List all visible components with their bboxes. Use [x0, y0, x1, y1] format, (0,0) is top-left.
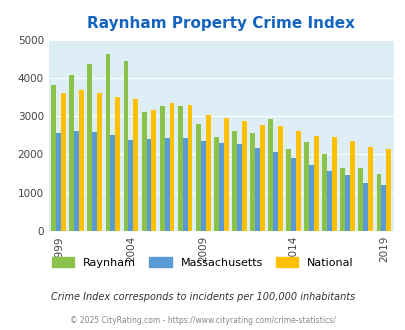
Bar [358, 168, 362, 231]
Bar [123, 61, 128, 231]
Bar [205, 115, 210, 231]
Bar [164, 138, 169, 231]
Text: © 2025 CityRating.com - https://www.cityrating.com/crime-statistics/: © 2025 CityRating.com - https://www.city… [70, 315, 335, 325]
Bar [115, 97, 120, 231]
Bar [339, 168, 345, 231]
Bar [61, 93, 66, 231]
Bar [381, 185, 386, 231]
Bar [187, 105, 192, 231]
Bar [267, 119, 273, 231]
Bar [367, 147, 372, 231]
Bar [362, 183, 367, 231]
Bar [223, 118, 228, 231]
Bar [313, 136, 318, 231]
Bar [241, 121, 246, 231]
Bar [74, 131, 79, 231]
Bar [141, 112, 146, 231]
Bar [249, 133, 254, 231]
Bar [213, 137, 218, 231]
Bar [79, 90, 84, 231]
Bar [69, 75, 74, 231]
Bar [231, 131, 236, 231]
Bar [259, 125, 264, 231]
Bar [151, 111, 156, 231]
Bar [286, 149, 290, 231]
Bar [326, 171, 331, 231]
Bar [331, 137, 336, 231]
Bar [177, 106, 182, 231]
Bar [350, 141, 354, 231]
Bar [375, 174, 381, 231]
Bar [236, 145, 241, 231]
Bar [195, 124, 200, 231]
Legend: Raynham, Massachusetts, National: Raynham, Massachusetts, National [47, 252, 358, 272]
Bar [277, 126, 282, 231]
Bar [128, 140, 133, 231]
Bar [105, 54, 110, 231]
Bar [97, 93, 102, 231]
Bar [92, 132, 97, 231]
Bar [87, 64, 92, 231]
Bar [133, 99, 138, 231]
Title: Raynham Property Crime Index: Raynham Property Crime Index [87, 16, 354, 31]
Bar [345, 175, 350, 231]
Bar [322, 154, 326, 231]
Bar [254, 148, 259, 231]
Bar [56, 133, 61, 231]
Bar [200, 142, 205, 231]
Bar [295, 131, 300, 231]
Bar [309, 165, 313, 231]
Bar [303, 142, 309, 231]
Bar [182, 138, 187, 231]
Bar [218, 143, 223, 231]
Bar [290, 158, 295, 231]
Bar [386, 149, 390, 231]
Bar [159, 106, 164, 231]
Bar [110, 135, 115, 231]
Bar [273, 152, 277, 231]
Bar [146, 139, 151, 231]
Bar [51, 85, 56, 231]
Bar [169, 103, 174, 231]
Text: Crime Index corresponds to incidents per 100,000 inhabitants: Crime Index corresponds to incidents per… [51, 292, 354, 302]
